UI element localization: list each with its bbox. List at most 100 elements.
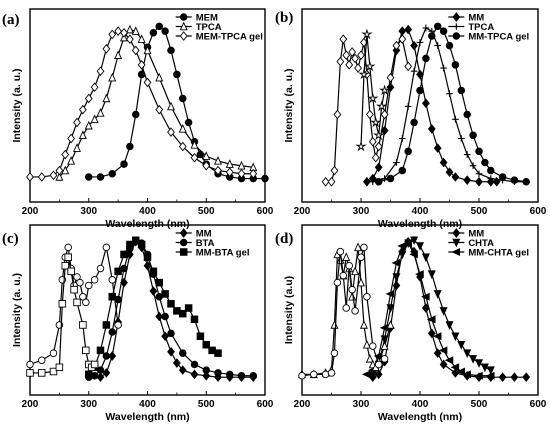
data-point xyxy=(202,366,210,374)
data-point xyxy=(487,166,495,175)
legend-label: MM xyxy=(468,228,484,239)
data-point xyxy=(96,264,105,273)
series-unnamed-4 xyxy=(355,28,391,152)
data-point xyxy=(351,307,359,315)
data-point xyxy=(427,270,436,280)
series-unnamed-4 xyxy=(298,243,389,380)
data-point xyxy=(415,242,425,251)
data-point xyxy=(149,286,158,296)
data-point xyxy=(404,103,412,110)
data-point xyxy=(445,167,454,177)
x-tick-label: 200 xyxy=(294,206,311,217)
data-point xyxy=(416,69,424,80)
data-point xyxy=(149,29,158,37)
data-point xyxy=(404,24,413,35)
series-mm-tpca-gel xyxy=(374,22,530,186)
data-point xyxy=(167,346,175,357)
data-point xyxy=(463,151,471,158)
data-point xyxy=(398,26,407,36)
data-point xyxy=(82,346,90,355)
data-point xyxy=(474,359,484,368)
data-point xyxy=(510,372,519,382)
data-point xyxy=(360,243,368,252)
data-point xyxy=(375,100,388,112)
data-point xyxy=(202,370,211,381)
data-point xyxy=(167,329,175,338)
data-point xyxy=(190,369,199,380)
data-point xyxy=(108,351,117,361)
data-point xyxy=(178,309,187,318)
x-tick-label: 500 xyxy=(471,206,488,217)
legend-label: MEM-TPCA gel xyxy=(196,31,263,42)
data-point xyxy=(373,129,385,141)
x-tick-label: 300 xyxy=(353,206,370,217)
data-point xyxy=(114,26,123,36)
x-tick-label: 200 xyxy=(294,399,311,410)
data-point xyxy=(102,43,111,54)
panel-label: (b) xyxy=(275,10,293,26)
x-axis-title: Wavelength (nm) xyxy=(105,411,189,423)
data-point xyxy=(439,157,448,168)
x-tick-label: 200 xyxy=(22,206,39,217)
data-point xyxy=(61,261,70,270)
data-point xyxy=(456,367,466,376)
data-point xyxy=(214,349,222,357)
data-point xyxy=(120,27,128,38)
data-point xyxy=(398,166,407,175)
data-point xyxy=(108,72,117,82)
data-point xyxy=(361,28,373,40)
data-point xyxy=(131,110,140,119)
data-point xyxy=(225,167,234,177)
x-axis-title: Wavelength (nm) xyxy=(378,411,462,423)
data-point xyxy=(67,133,76,144)
data-point xyxy=(49,367,58,376)
data-point xyxy=(125,24,134,34)
data-point xyxy=(445,321,454,330)
data-point xyxy=(339,34,348,45)
data-point xyxy=(422,98,430,109)
data-point xyxy=(498,372,507,382)
x-tick-label: 300 xyxy=(80,206,97,217)
data-point xyxy=(178,124,187,133)
panel-a: 200 300 400 500 600 Wavelength (nm) Intensity … xyxy=(2,8,274,230)
legend-marker xyxy=(452,238,461,248)
data-point xyxy=(416,86,424,95)
data-point xyxy=(342,252,351,261)
data-point xyxy=(214,369,222,377)
data-point xyxy=(155,278,163,287)
data-point xyxy=(49,170,58,181)
data-point xyxy=(348,47,357,57)
data-point xyxy=(422,54,430,63)
y-axis-title: Intensity (a.u) xyxy=(283,276,295,344)
data-point xyxy=(386,174,395,183)
data-point xyxy=(367,92,379,104)
data-point xyxy=(90,114,99,124)
data-point xyxy=(237,372,246,380)
data-point xyxy=(330,349,339,357)
data-point xyxy=(357,50,365,61)
data-point xyxy=(38,369,46,377)
data-point xyxy=(438,346,448,355)
series-tpca xyxy=(55,24,258,181)
data-point xyxy=(392,280,401,291)
data-point xyxy=(76,278,84,287)
data-point xyxy=(120,160,128,168)
data-point xyxy=(131,236,140,245)
data-point xyxy=(102,93,111,103)
data-point xyxy=(249,168,258,179)
panel-label: (d) xyxy=(275,231,293,247)
data-point xyxy=(321,176,330,187)
data-point xyxy=(178,365,187,375)
legend-marker xyxy=(452,32,461,40)
x-axis-title: Wavelength (nm) xyxy=(105,218,189,230)
x-tick-label: 600 xyxy=(530,206,547,217)
data-point xyxy=(108,29,117,40)
data-point xyxy=(172,358,181,368)
x-tick-label: 400 xyxy=(412,206,429,217)
data-point xyxy=(357,253,365,261)
data-point xyxy=(369,342,377,350)
data-point xyxy=(415,270,424,279)
data-point xyxy=(202,340,210,349)
